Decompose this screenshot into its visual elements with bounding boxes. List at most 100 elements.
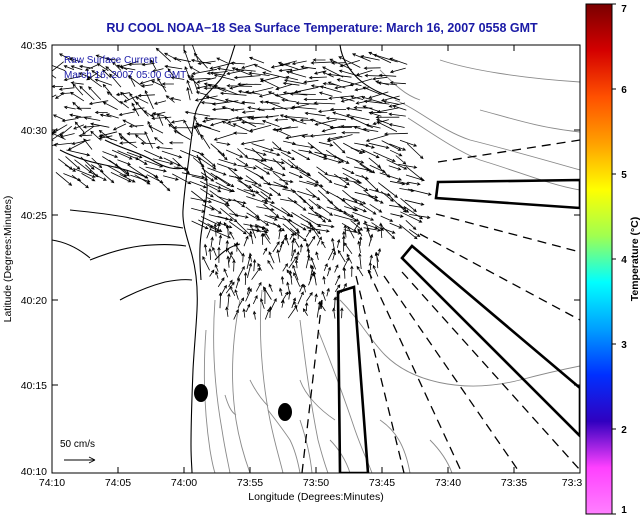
current-vector [408,228,421,238]
current-vector [264,115,279,119]
current-vector [243,235,249,247]
current-vector [225,306,229,317]
x-tick-label: 73:50 [303,477,329,489]
current-vector [287,304,298,319]
current-vector [355,99,372,105]
current-vector [126,151,143,159]
current-vector [243,271,248,285]
current-vector [327,247,335,261]
current-vector [120,91,130,101]
x-axis-label: Longitude (Degrees:Minutes) [248,491,383,503]
current-vector [161,82,174,86]
current-vector [252,157,274,170]
current-vector [94,78,113,86]
current-vector [78,133,93,138]
current-vector [306,227,330,233]
current-vector [388,102,406,108]
current-vector [69,113,82,118]
y-tick-label: 40:35 [21,40,47,52]
current-vector [65,156,81,170]
current-vector [246,286,251,295]
current-vector [104,57,118,61]
current-vector [201,167,218,180]
current-vector [69,57,82,63]
current-vector [106,91,121,103]
current-vector [363,227,382,232]
current-vector [287,159,299,169]
current-vector [274,91,301,97]
plot-area: Raw Surface Current March 16, 2007 05:00… [51,44,581,474]
current-vector [272,241,280,253]
current-vector [90,164,104,173]
current-vector [352,211,375,221]
shipping-lane-south [336,285,370,473]
current-vector [307,212,323,218]
colorbar-tick-label: 4 [621,255,627,266]
current-vector [264,214,278,221]
current-vector [203,243,208,256]
y-tick-label: 40:30 [21,125,47,137]
current-vector [388,123,405,128]
current-vector [173,166,189,171]
current-vector [376,107,399,114]
current-vector [213,74,235,81]
current-vector [306,291,313,302]
current-vector [72,101,83,111]
current-vector [373,53,398,63]
current-vector [316,223,335,229]
current-vector [209,71,226,76]
current-vector [164,64,183,70]
current-vector [368,91,389,99]
current-vector [74,115,92,120]
current-vector [262,150,281,157]
current-vector [197,60,216,65]
current-vector [150,59,157,70]
current-vector [351,53,371,62]
current-vector [189,66,200,73]
current-vector [172,173,192,185]
current-vector [279,240,285,253]
current-vector [405,220,417,230]
current-vector [127,62,145,66]
shipping-lane-east [434,178,580,210]
current-vector [216,67,235,72]
current-vector [381,140,402,151]
current-vector [405,174,425,182]
current-vector [196,77,217,84]
current-vector [172,157,190,175]
current-vector [326,287,330,297]
current-vector [326,135,343,141]
current-vector [260,297,265,309]
plot-background [52,45,580,473]
current-vector [409,214,431,220]
current-vector [59,91,73,96]
current-vector [232,123,253,133]
current-vector [406,143,424,160]
current-vector [191,175,209,181]
current-vector [390,213,404,218]
current-vector [379,222,383,239]
current-vector [357,228,363,237]
current-vector [314,119,337,126]
current-vector [334,84,354,90]
current-vector [226,84,253,88]
current-vector [353,181,369,192]
current-vector [99,113,112,118]
current-vector [364,73,383,78]
current-vector [339,96,355,102]
current-vector [252,258,257,272]
current-vector [211,107,228,112]
current-vector [115,92,130,97]
current-vector [223,268,229,278]
current-vector [256,107,275,111]
current-vector [200,158,217,170]
current-vector [102,69,111,78]
current-vector [275,129,292,137]
current-vector [276,249,281,263]
current-vector [219,91,247,96]
current-vector [81,126,94,135]
x-tick-label: 74:10 [39,477,65,489]
current-vector [299,243,303,253]
current-vector [173,130,191,140]
current-vector [163,157,181,167]
